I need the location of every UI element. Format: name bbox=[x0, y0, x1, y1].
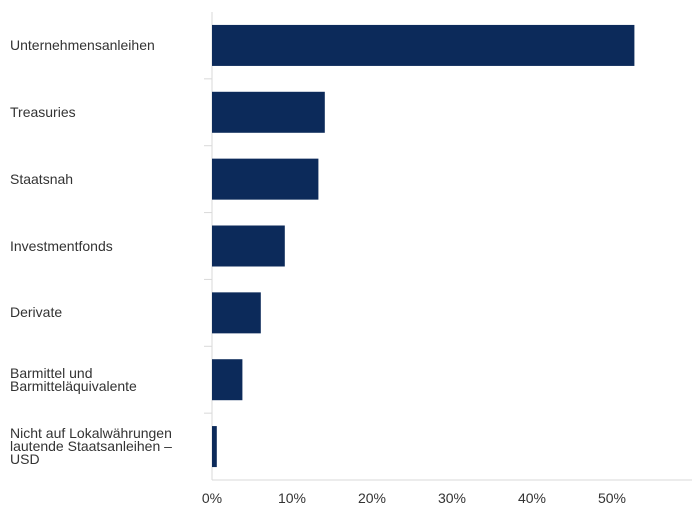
x-tick-label: 20% bbox=[358, 490, 386, 506]
x-tick-label: 50% bbox=[598, 490, 626, 506]
category-label: Derivate bbox=[10, 304, 63, 321]
x-tick-label: 10% bbox=[278, 490, 306, 506]
bar-5 bbox=[212, 359, 243, 401]
x-tick-label: 30% bbox=[438, 490, 466, 506]
category-label: Unternehmensanleihen bbox=[10, 36, 155, 53]
bar-2 bbox=[212, 158, 319, 200]
category-label: Treasuries bbox=[10, 103, 76, 120]
category-label: Staatsnah bbox=[10, 170, 74, 187]
bar-0 bbox=[212, 24, 635, 66]
bar-4 bbox=[212, 292, 261, 334]
x-tick-label: 40% bbox=[518, 490, 546, 506]
category-label: Nicht auf Lokalwährungen lautende Staats… bbox=[10, 425, 172, 468]
bar-6 bbox=[212, 426, 217, 468]
category-label: Investmentfonds bbox=[10, 237, 113, 254]
category-label: Barmittel und Barmitteläquivalente bbox=[10, 364, 137, 394]
x-tick-label: 0% bbox=[202, 490, 222, 506]
bar-3 bbox=[212, 225, 285, 267]
bar-1 bbox=[212, 91, 325, 133]
